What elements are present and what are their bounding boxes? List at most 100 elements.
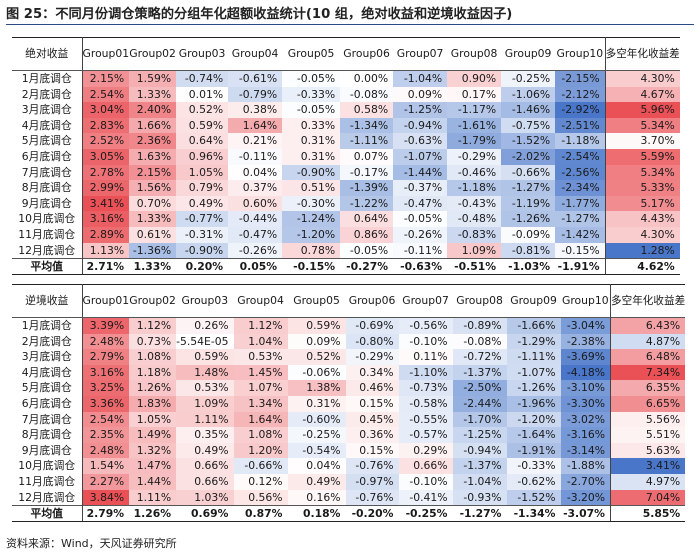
table-cell: -1.42% [555, 226, 606, 243]
corner-label: 逆境收益 [12, 284, 83, 318]
table-cell: -3.20% [560, 489, 612, 506]
table-cell: 1.64% [233, 411, 288, 428]
table-cell: -0.90% [176, 242, 229, 259]
table-cell: 3.84% [82, 489, 130, 506]
table-cell: -1.04% [393, 70, 448, 87]
table-cell: 1.33% [129, 211, 177, 227]
column-header-long-short: 多空年化收益差 [605, 37, 680, 71]
table-cell: -0.41% [398, 489, 453, 506]
table-cell: -1.26% [501, 211, 556, 227]
table-row: 2月底调仓 2.48% 0.73% -5.54E-05 1.04% 0.09% -0.80%… [12, 333, 686, 350]
table-cell: 2.48% [82, 442, 130, 459]
table-cell: -0.43% [447, 195, 502, 212]
table-cell: -4.18% [560, 364, 612, 381]
row-label: 9月底调仓 [12, 195, 83, 212]
long-short-cell: 4.30% [605, 226, 680, 243]
table-cell: -0.74% [176, 70, 229, 87]
table-cell: 0.07% [340, 148, 394, 165]
table-cell: -3.04% [560, 317, 612, 334]
table-cell: -0.37% [393, 180, 448, 196]
table-cell: 0.59% [287, 317, 346, 334]
table-cell: -0.27% [340, 258, 394, 276]
row-label: 8月底调仓 [12, 427, 83, 443]
long-short-cell: 6.43% [610, 317, 686, 334]
table-cell: -0.73% [398, 380, 453, 396]
table-cell: -3.30% [560, 395, 612, 412]
long-short-cell: 5.33% [605, 180, 680, 196]
table-cell: 0.86% [340, 226, 394, 243]
long-short-cell: 6.48% [610, 349, 686, 365]
table-cell: -1.17% [447, 102, 502, 118]
table-row: 11月底调仓 2.27% 1.44% 0.66% 0.12% 0.49% -0.97% -0.… [12, 473, 686, 490]
table-cell: 0.15% [345, 442, 399, 459]
table-cell: 1.11% [129, 489, 177, 506]
column-header-group: Group09 [501, 37, 556, 71]
table-cell: -1.70% [452, 411, 507, 428]
table-cell: -0.33% [282, 86, 341, 103]
table-cell: 0.96% [176, 148, 229, 165]
long-short-cell: 4.30% [605, 70, 680, 87]
table-cell: -0.63% [393, 258, 448, 276]
table-cell: -1.37% [452, 364, 507, 381]
table-cell: -0.76% [345, 489, 399, 506]
row-label: 12月底调仓 [12, 242, 83, 259]
table-cell: 0.12% [233, 473, 288, 490]
table-cell: 0.35% [176, 427, 234, 443]
table-row: 7月底调仓 2.78% 2.15% 1.05% 0.04% -0.90% -0.17% -1.… [12, 164, 680, 181]
table-cell: -1.20% [282, 226, 341, 243]
table-cell: -0.29% [345, 349, 399, 365]
table-cell: -1.52% [501, 133, 556, 149]
table-row: 6月底调仓 3.36% 1.83% 1.09% 1.34% 0.31% 0.15% -0.58… [12, 395, 686, 412]
table-row: 12月底调仓 1.13% -1.36% -0.90% -0.26% 0.78% -0.05%… [12, 242, 680, 259]
table-cell: 2.15% [82, 70, 130, 87]
table-row: 8月底调仓 2.35% 1.49% 0.35% 1.08% -0.25% 0.36% -0.5… [12, 427, 686, 443]
table-cell: -3.10% [560, 380, 612, 396]
long-short-cell: 4.62% [605, 258, 680, 276]
column-header-group: Group03 [176, 284, 234, 318]
long-short-cell: 5.63% [610, 442, 686, 459]
table-row: 5月底调仓 3.25% 1.26% 0.53% 1.07% 1.38% 0.46% -0.73… [12, 380, 686, 396]
table-cell: -0.76% [345, 458, 399, 474]
table-row: 3月底调仓 2.79% 1.08% 0.59% 0.53% 0.52% -0.29% 0.11… [12, 349, 686, 365]
table-cell: 0.64% [176, 133, 229, 149]
table-cell: -0.20% [345, 505, 399, 523]
column-header-group: Group05 [282, 37, 341, 71]
table-row: 7月底调仓 2.54% 1.05% 1.11% 1.64% -0.60% 0.45% -0.5… [12, 411, 686, 428]
table-cell: -5.54E-05 [176, 333, 234, 350]
table-cell: 1.44% [129, 473, 177, 490]
absolute-return-table: 绝对收益 Group01 Group02 Group03 Group04 Group05 G… [12, 37, 680, 276]
table-cell: -0.57% [398, 427, 453, 443]
table-cell: 0.49% [176, 195, 229, 212]
table-cell: 1.07% [233, 380, 288, 396]
column-header-group: Group05 [287, 284, 346, 318]
table-cell: -0.51% [447, 258, 502, 276]
long-short-cell: 4.87% [610, 333, 686, 350]
table-cell: 0.16% [287, 489, 346, 506]
table-cell: -0.90% [282, 164, 341, 181]
table-cell: 0.51% [282, 180, 341, 196]
table-cell: -0.25% [398, 505, 453, 523]
row-label: 3月底调仓 [12, 102, 83, 118]
table-cell: -1.39% [340, 180, 394, 196]
column-header-group: Group02 [129, 37, 177, 71]
table-cell: 3.16% [82, 364, 130, 381]
table-cell: -0.09% [501, 226, 556, 243]
table-cell: 1.83% [129, 395, 177, 412]
table-cell: -2.92% [555, 102, 606, 118]
table-cell: 1.38% [287, 380, 346, 396]
table-cell: -0.26% [393, 226, 448, 243]
table-cell: 1.13% [82, 242, 130, 259]
table-cell: -1.46% [501, 102, 556, 118]
long-short-cell: 6.35% [610, 380, 686, 396]
table-cell: 0.56% [233, 489, 288, 506]
table-cell: -0.55% [398, 411, 453, 428]
table-cell: -1.64% [506, 427, 561, 443]
table-cell: -1.66% [506, 317, 561, 334]
title-rule [6, 24, 694, 25]
table-cell: -0.58% [398, 395, 453, 412]
table-cell: -1.18% [447, 180, 502, 196]
long-short-cell: 5.59% [605, 148, 680, 165]
row-label: 7月底调仓 [12, 411, 83, 428]
table-cell: -0.11% [393, 242, 448, 259]
table-cell: -3.02% [560, 411, 612, 428]
